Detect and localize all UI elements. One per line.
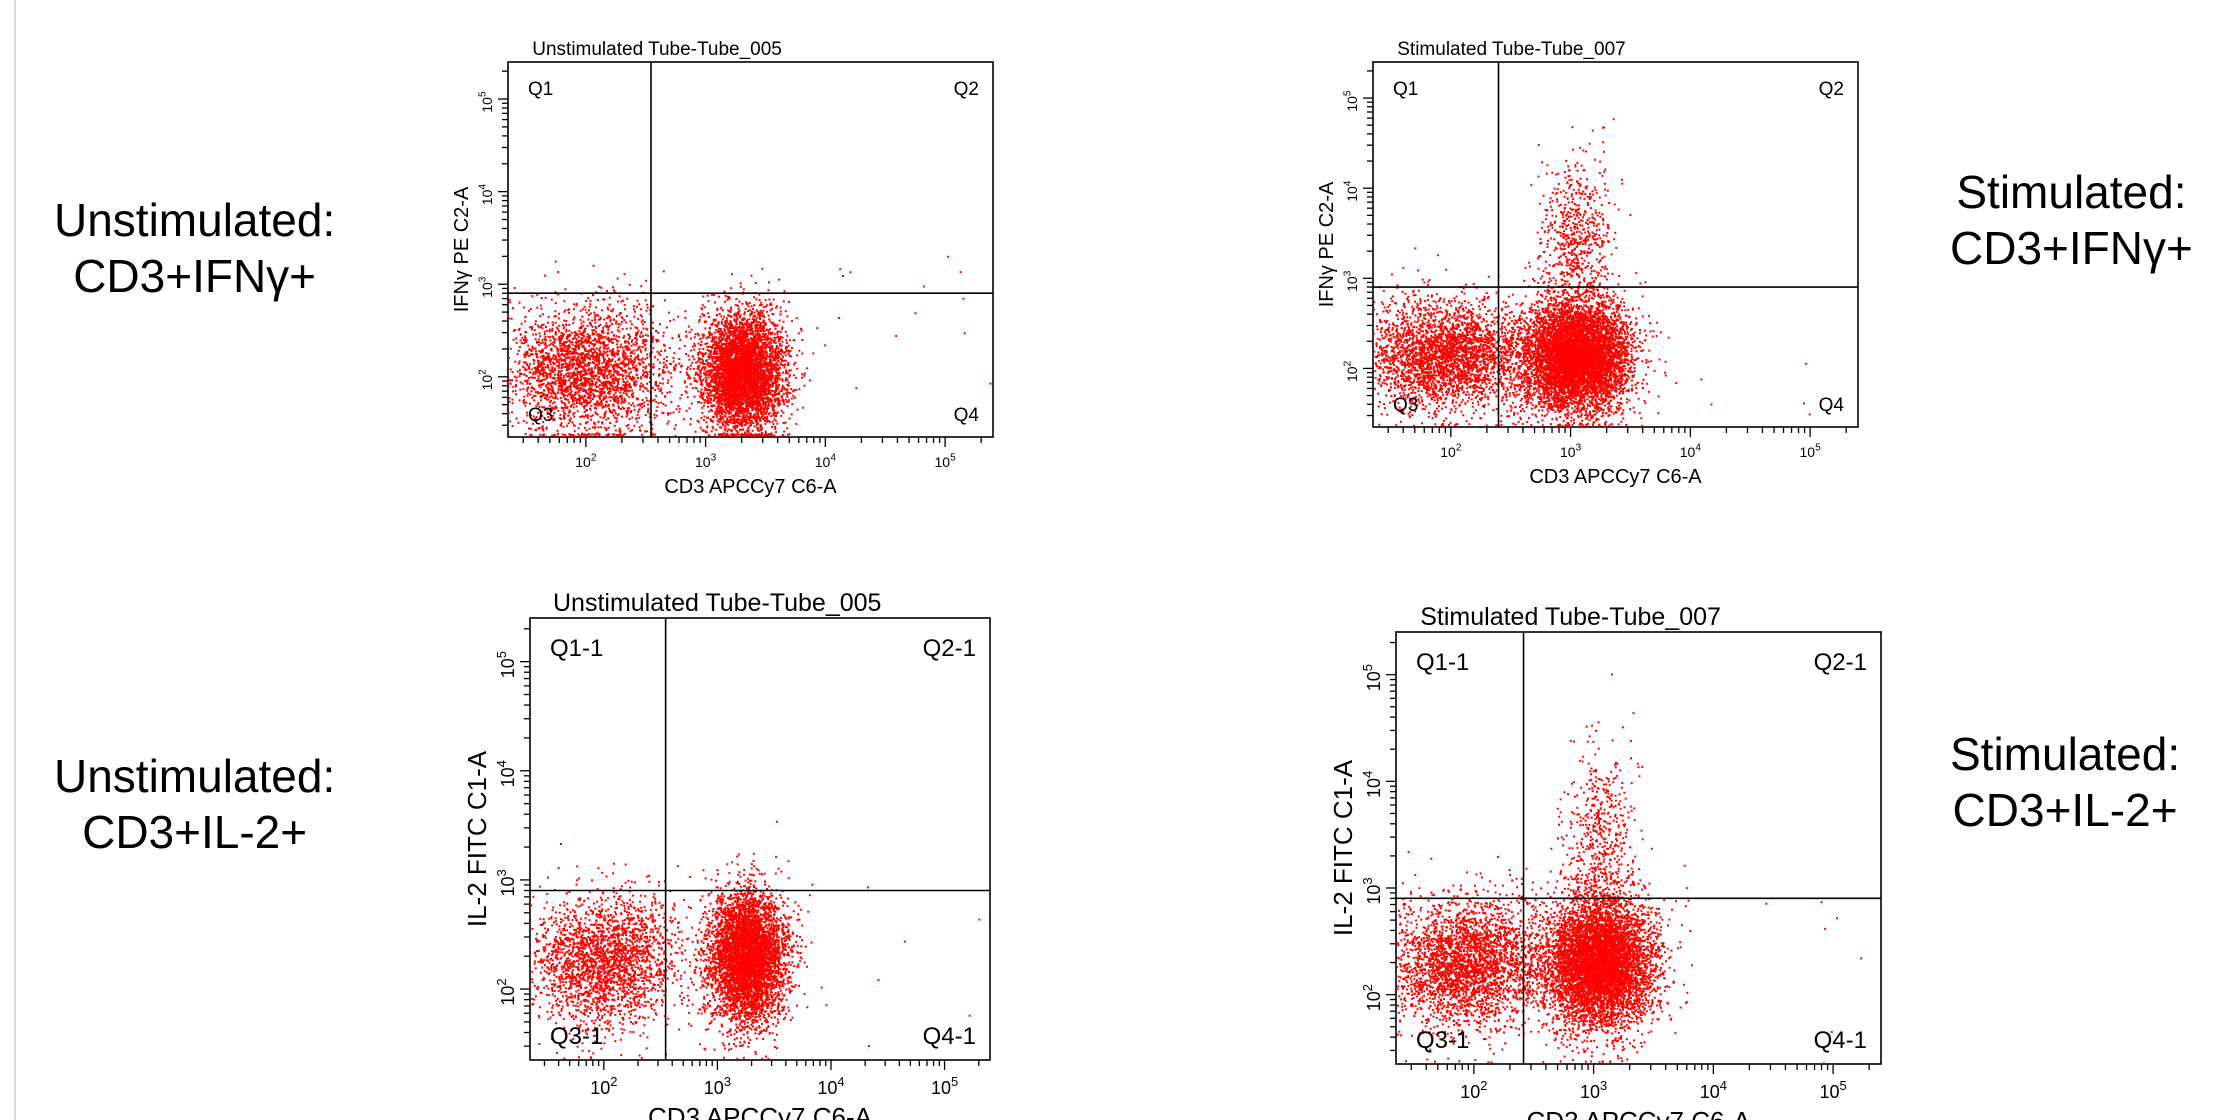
flow-plot-unstimulated-il2: Unstimulated Tube-Tube_005 Q1-1 Q2-1 Q3-1 Q4… (462, 589, 991, 1120)
x-axis-label: CD3 APCCy7 C6-A (648, 1102, 873, 1120)
x-tick-label: 104 (815, 453, 837, 470)
quadrant-label: Q4-1 (1814, 1027, 1867, 1054)
y-axis-label: IL-2 FITC C1-A (1328, 759, 1358, 936)
x-tick-label: 105 (935, 453, 957, 470)
x-tick-label: 104 (817, 1074, 844, 1098)
plot-title: Unstimulated Tube-Tube_005 (532, 39, 782, 60)
plot-title: Unstimulated Tube-Tube_005 (553, 589, 881, 617)
y-tick-label: 105 (1343, 90, 1360, 112)
label-unstimulated-il2-line1: Unstimulated: (54, 750, 336, 802)
x-tick-label: 102 (590, 1074, 617, 1098)
quadrant-label: Q2-1 (923, 635, 976, 662)
event-dots (1373, 118, 1811, 427)
plot-title: Stimulated Tube-Tube_007 (1420, 603, 1721, 631)
y-tick-label: 104 (1343, 180, 1360, 202)
x-tick-label: 103 (1560, 443, 1582, 460)
y-tick-label: 105 (478, 91, 495, 113)
y-tick-label: 102 (494, 978, 518, 1005)
x-tick-label: 104 (1680, 443, 1702, 460)
event-dots (1396, 673, 1863, 1064)
quadrant-label: Q3 (1393, 395, 1418, 416)
quadrant-label: Q1-1 (1416, 649, 1469, 676)
flow-plot-unstimulated-ifng: Unstimulated Tube-Tube_005 Q1 Q2 Q3 Q4 102 103… (451, 39, 994, 498)
x-tick-label: 102 (1440, 443, 1462, 460)
x-axis-label: CD3 APCCy7 C6-A (1529, 466, 1702, 488)
label-stimulated-il2-line2: CD3+IL-2+ (1952, 784, 2178, 836)
plot-title: Stimulated Tube-Tube_007 (1397, 39, 1626, 60)
quadrant-label: Q3-1 (1416, 1027, 1469, 1054)
y-tick-label: 103 (494, 869, 518, 896)
flow-plot-stimulated-il2: Stimulated Tube-Tube_007 Q1-1 Q2-1 Q3-1 Q4-1… (1328, 603, 1882, 1120)
event-dots (508, 255, 992, 437)
plot-frame (1395, 631, 1882, 1065)
x-tick-label: 104 (1700, 1078, 1727, 1102)
y-tick-label: 102 (1360, 984, 1384, 1011)
event-dots (530, 820, 981, 1060)
label-unstimulated-ifng: Unstimulated: CD3+IFNγ+ (54, 192, 335, 304)
quadrant-label: Q2 (1819, 79, 1844, 100)
x-tick-label: 105 (931, 1074, 958, 1098)
y-tick-label: 102 (1343, 360, 1360, 382)
x-axis-label: CD3 APCCy7 C6-A (664, 476, 837, 498)
plot-frame (507, 61, 994, 438)
y-axis-label: IFNγ PE C2-A (1316, 181, 1338, 307)
y-tick-label: 102 (478, 369, 495, 391)
y-axis-label: IFNγ PE C2-A (451, 186, 473, 312)
x-tick-label: 103 (695, 453, 717, 470)
y-axis-label: IL-2 FITC C1-A (462, 750, 492, 927)
quadrant-label: Q1-1 (550, 635, 603, 662)
plot-frame (1372, 61, 1859, 428)
x-tick-label: 103 (704, 1074, 731, 1098)
quadrant-label: Q4 (1819, 395, 1845, 416)
quadrant-label: Q4-1 (923, 1023, 976, 1050)
quadrant-label: Q4 (954, 405, 980, 426)
quadrant-label: Q3-1 (550, 1023, 603, 1050)
page-left-divider (14, 0, 16, 1120)
quadrant-label: Q1 (1393, 79, 1418, 100)
label-stimulated-ifng: Stimulated: CD3+IFNγ+ (1950, 164, 2193, 276)
plot-frame (529, 617, 991, 1061)
label-unstimulated-ifng-line2: CD3+IFNγ+ (73, 250, 317, 302)
x-tick-label: 105 (1819, 1078, 1846, 1102)
label-unstimulated-ifng-line1: Unstimulated: (54, 194, 336, 246)
y-tick-label: 103 (478, 276, 495, 298)
label-stimulated-il2: Stimulated: CD3+IL-2+ (1950, 726, 2180, 838)
y-tick-label: 103 (1360, 877, 1384, 904)
label-stimulated-il2-line1: Stimulated: (1950, 728, 2181, 780)
quadrant-label: Q1 (528, 79, 553, 100)
y-tick-label: 104 (478, 184, 495, 206)
x-tick-label: 105 (1800, 443, 1822, 460)
label-unstimulated-il2-line2: CD3+IL-2+ (82, 806, 308, 858)
y-tick-label: 105 (1360, 664, 1384, 691)
x-tick-label: 103 (1580, 1078, 1607, 1102)
y-tick-label: 105 (494, 651, 518, 678)
label-unstimulated-il2: Unstimulated: CD3+IL-2+ (54, 748, 335, 860)
quadrant-label: Q2 (954, 79, 979, 100)
quadrant-label: Q2-1 (1814, 649, 1867, 676)
y-tick-label: 103 (1343, 270, 1360, 292)
y-tick-label: 104 (1360, 771, 1384, 798)
x-tick-label: 102 (1460, 1078, 1487, 1102)
y-tick-label: 104 (494, 760, 518, 787)
x-axis-label: CD3 APCCy7 C6-A (1527, 1106, 1752, 1120)
label-stimulated-ifng-line2: CD3+IFNγ+ (1950, 222, 2193, 274)
x-tick-label: 102 (575, 453, 597, 470)
flow-plot-stimulated-ifng: Stimulated Tube-Tube_007 Q1 Q2 Q3 Q4 102 103 10… (1316, 39, 1859, 488)
label-stimulated-ifng-line1: Stimulated: (1956, 166, 2187, 218)
quadrant-label: Q3 (528, 405, 553, 426)
